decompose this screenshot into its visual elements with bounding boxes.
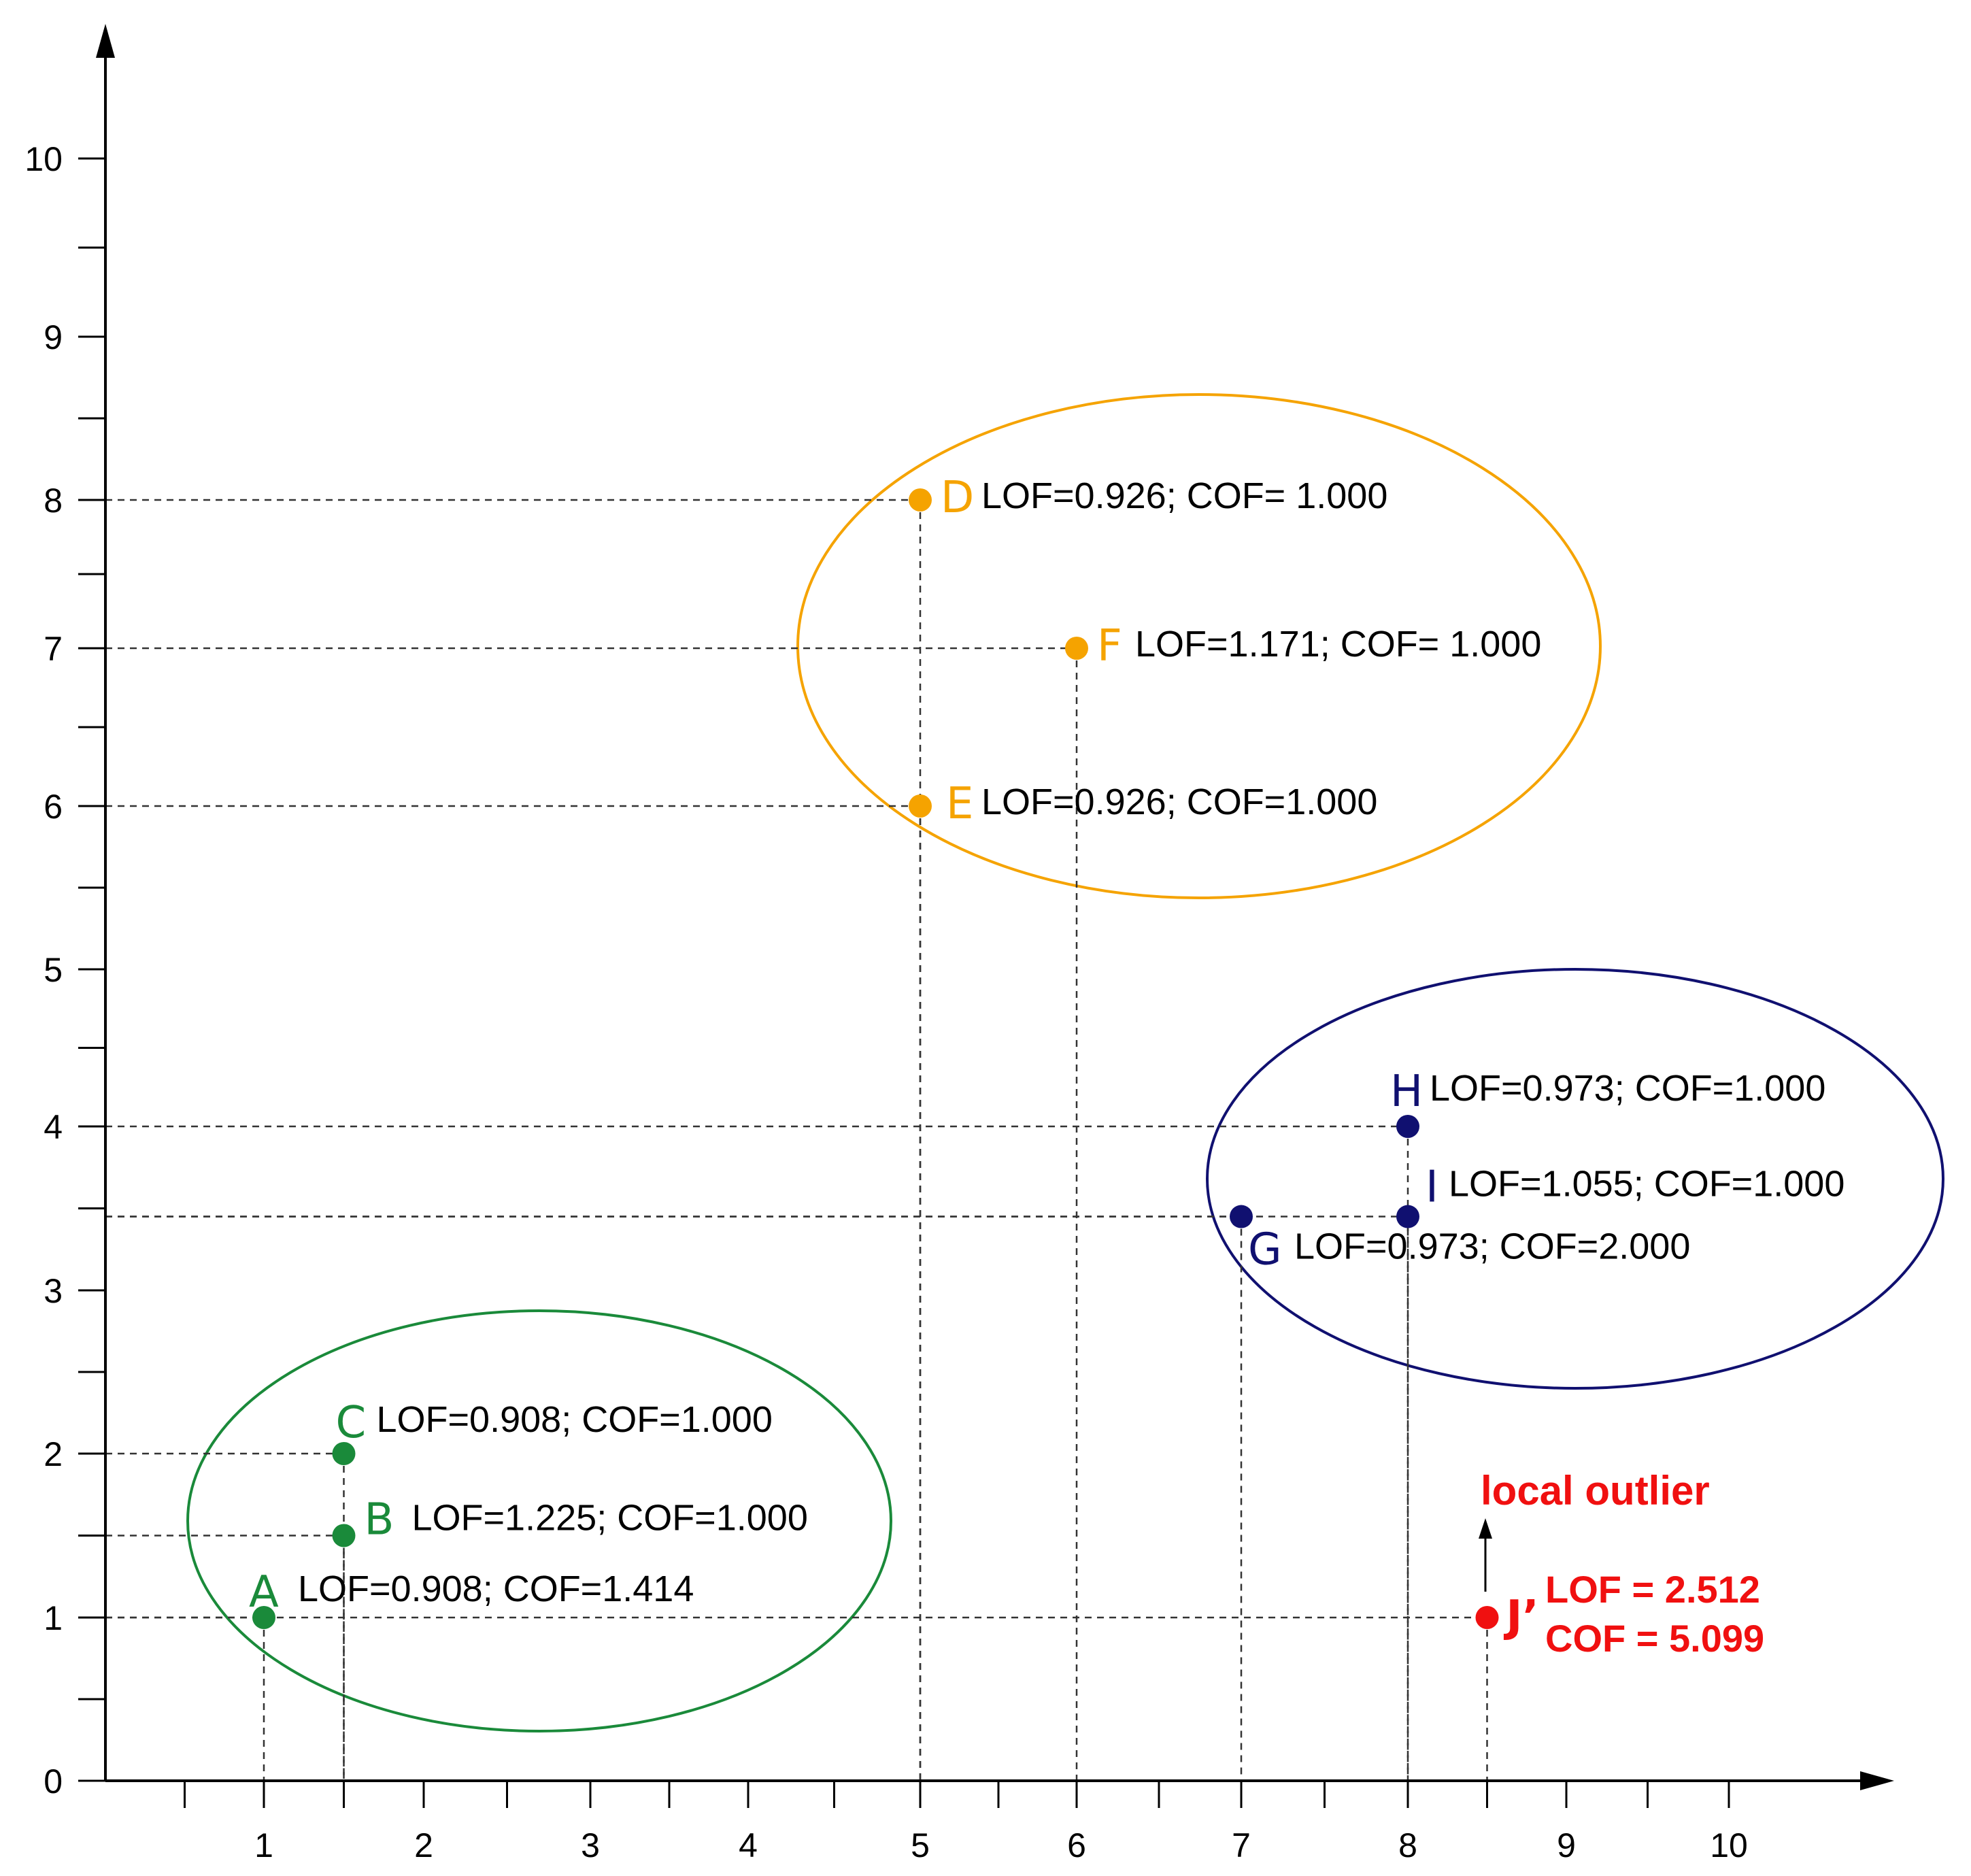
cluster-green-ellipse [186,1309,892,1732]
data-point [1396,1205,1419,1228]
data-point [909,794,932,818]
point-metrics: LOF=0.908; COF=1.000 [377,1399,773,1440]
x-axis-arrowhead [1860,1771,1894,1790]
x-tick-label: 5 [911,1826,930,1864]
axis-ticks: 0 1 2 3 4 5 6 7 8 9 10 1 2 3 4 5 6 7 8 9 10 [24,140,1747,1864]
y-tick-label: 6 [44,788,63,826]
point-label: F [1097,621,1122,671]
x-tick-label: 9 [1557,1826,1576,1864]
x-tick-label: 8 [1398,1826,1417,1864]
y-tick-label: 5 [44,951,63,989]
x-tick-label: 2 [414,1826,433,1864]
y-tick-label: 0 [44,1762,63,1800]
y-tick-label: 1 [44,1599,63,1637]
x-tick-label: 10 [1710,1826,1748,1864]
x-tick-label: 3 [581,1826,600,1864]
point-label: I [1426,1162,1438,1213]
point-metrics: LOF=1.055; COF=1.000 [1449,1164,1844,1205]
data-point [252,1606,275,1629]
point-label: G [1248,1225,1282,1275]
axes [96,24,1894,1790]
point-label: D [941,473,974,523]
data-point [909,488,932,512]
y-tick-label: 3 [44,1272,63,1310]
point-metrics: LOF=0.908; COF=1.414 [298,1569,694,1609]
data-point [332,1524,356,1547]
y-tick-label: 4 [44,1108,63,1146]
point-label: A [249,1567,279,1618]
point-metrics: LOF=0.973; COF=2.000 [1294,1226,1690,1267]
cluster-navy-ellipse [1206,968,1944,1390]
x-tick-label: 4 [739,1826,758,1864]
point-metrics: LOF=0.926; COF=1.000 [981,782,1377,822]
point-metrics: LOF=1.225; COF=1.000 [412,1498,808,1539]
data-point [332,1442,356,1465]
x-tick-label: 6 [1067,1826,1086,1864]
data-point [1396,1115,1419,1138]
data-points: A LOF=0.908; COF=1.414 B LOF=1.225; COF=1.0… [249,473,1844,1642]
outlier-cof-value: COF = 5.099 [1545,1617,1764,1660]
point-metrics: LOF=0.973; COF=1.000 [1430,1068,1825,1109]
y-axis-arrowhead [96,24,115,58]
outlier-title: local outlier [1481,1468,1710,1513]
dashed-guide-lines [105,499,1488,1781]
outlier-arrow-head [1479,1518,1492,1539]
point-label: E [946,779,973,829]
point-label: B [365,1495,394,1545]
x-tick-label: 7 [1232,1826,1251,1864]
point-label: C [336,1398,367,1448]
data-point [1230,1205,1253,1228]
y-tick-label: 9 [44,318,63,356]
point-label: J’ [1504,1592,1539,1642]
y-tick-label: 10 [24,140,63,178]
cluster-ellipses [186,393,1944,1732]
y-tick-label: 2 [44,1435,63,1473]
point-metrics: LOF=0.926; COF= 1.000 [981,475,1387,516]
data-point [1475,1606,1499,1629]
point-label: H [1390,1067,1423,1117]
outlier-annotation: local outlier LOF = 2.512 COF = 5.099 [1479,1468,1764,1660]
y-tick-label: 8 [44,482,63,520]
outlier-lof-value: LOF = 2.512 [1545,1568,1760,1611]
cluster-orange-ellipse [796,393,1602,899]
data-point [1065,637,1088,660]
point-metrics: LOF=1.171; COF= 1.000 [1135,624,1541,665]
x-tick-label: 1 [254,1826,273,1864]
y-tick-label: 7 [44,630,63,668]
